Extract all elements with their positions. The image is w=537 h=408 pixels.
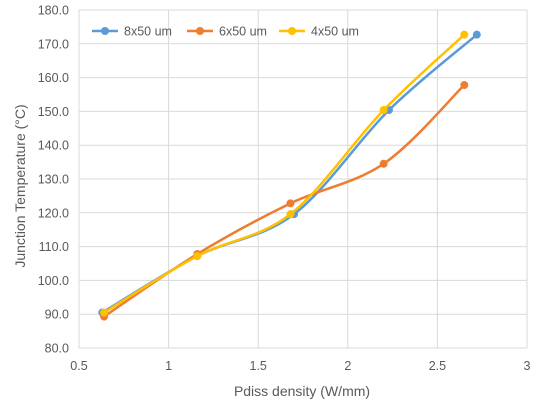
legend-swatch-marker	[196, 27, 204, 35]
y-tick-label: 130.0	[38, 173, 69, 187]
x-axis-title: Pdiss density (W/mm)	[234, 383, 370, 399]
y-tick-label: 170.0	[38, 37, 69, 51]
data-point	[286, 210, 295, 219]
legend: 8x50 um 6x50 um 4x50 um	[92, 25, 359, 39]
series-lines	[98, 30, 481, 321]
y-tick-label: 150.0	[38, 105, 69, 119]
tick-labels: 80.090.0100.0110.0120.0130.0140.0150.016…	[38, 4, 531, 374]
data-point	[472, 30, 481, 39]
data-point	[460, 30, 469, 39]
y-tick-label: 140.0	[38, 139, 69, 153]
y-tick-label: 110.0	[39, 240, 69, 254]
y-tick-label: 160.0	[38, 71, 69, 85]
gridlines	[78, 9, 528, 349]
y-tick-label: 120.0	[38, 206, 69, 220]
y-tick-label: 100.0	[38, 274, 69, 288]
y-tick-label: 90.0	[45, 308, 69, 322]
data-point	[286, 199, 295, 208]
data-point	[460, 81, 469, 90]
x-tick-label: 0.5	[70, 359, 87, 373]
legend-swatch-marker	[288, 27, 296, 35]
legend-swatch-marker	[101, 27, 109, 35]
legend-label: 4x50 um	[311, 25, 359, 39]
legend-label: 6x50 um	[219, 25, 267, 39]
x-tick-label: 1	[165, 359, 172, 373]
x-tick-label: 3	[524, 359, 531, 373]
legend-item: 6x50 um	[187, 25, 267, 39]
legend-item: 8x50 um	[92, 25, 172, 39]
x-tick-label: 1.5	[250, 359, 267, 373]
data-point	[379, 106, 388, 115]
y-tick-label: 180.0	[38, 4, 69, 18]
data-point	[193, 252, 202, 261]
y-axis-title: Junction Temperature (°C)	[12, 104, 28, 267]
series-3	[100, 30, 469, 317]
data-point	[100, 308, 109, 317]
legend-item: 4x50 um	[279, 25, 359, 39]
data-point	[379, 159, 388, 168]
x-tick-label: 2.5	[429, 359, 446, 373]
y-tick-label: 80.0	[45, 342, 69, 356]
legend-label: 8x50 um	[124, 25, 172, 39]
x-tick-label: 2	[344, 359, 351, 373]
